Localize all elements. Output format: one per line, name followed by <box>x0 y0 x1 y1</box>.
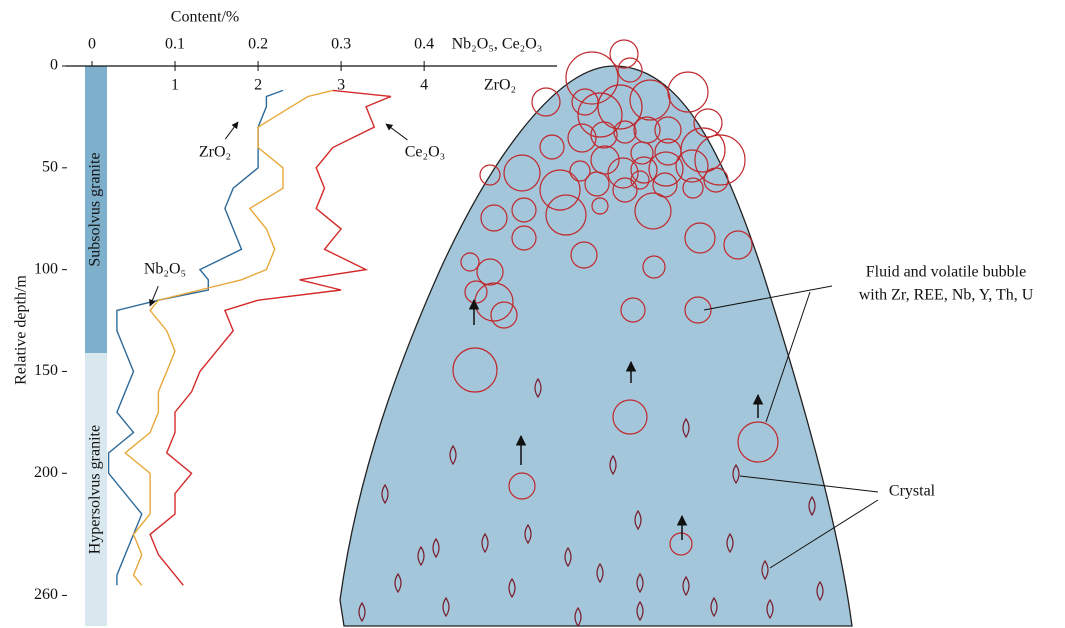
x-tick-label: 0.4 <box>414 36 434 53</box>
y-tick-label: 50 <box>42 158 58 175</box>
series-label: Ce₂O₃ <box>405 144 445 161</box>
zone-label: Subsolvus granite <box>87 152 104 266</box>
y-title: Relative depth/m <box>13 275 30 385</box>
zone-bar: Subsolvus granite Hypersolvus granite <box>85 66 107 626</box>
x-axis-label: Nb₂O₅, Ce₂O₃ <box>452 36 543 53</box>
series-label: ZrO₂ <box>199 144 231 161</box>
y-tick-label: 260 <box>34 586 58 603</box>
series-line <box>125 90 333 585</box>
series-line <box>150 90 391 585</box>
x-tick-label: 0.3 <box>331 36 351 53</box>
figure: Subsolvus granite Hypersolvus granite 0 0.… <box>0 0 1065 628</box>
magma-diagram: Fluid and volatile bubble with Zr, REE, … <box>340 40 1034 626</box>
bubble-label: Fluid and volatile bubble <box>866 264 1026 281</box>
x-tick-label: 0.2 <box>248 36 268 53</box>
y-tick-label: 0 <box>50 57 58 74</box>
series-pointer <box>386 124 407 140</box>
y-tick-label: 200 <box>34 464 58 481</box>
series-pointer <box>225 122 238 139</box>
y-tick-label: 150 <box>34 362 58 379</box>
x2-tick-label: 2 <box>254 77 262 94</box>
x-tick-label: 0 <box>88 36 96 53</box>
bubble <box>668 72 708 112</box>
series-pointer <box>150 286 158 306</box>
x2-tick-label: 1 <box>171 77 179 94</box>
y-tick-label: 100 <box>34 260 58 277</box>
x2-axis-label: ZrO₂ <box>484 77 516 94</box>
bubble-label: with Zr, REE, Nb, Y, Th, U <box>859 287 1034 304</box>
series-label: Nb₂O₅ <box>144 261 186 278</box>
series-line <box>109 90 283 585</box>
x-title: Content/% <box>171 9 239 26</box>
zone-label: Hypersolvus granite <box>87 425 104 554</box>
x-tick-label: 0.1 <box>165 36 185 53</box>
x2-tick-label: 4 <box>420 77 428 94</box>
crystal-label: Crystal <box>889 483 936 500</box>
